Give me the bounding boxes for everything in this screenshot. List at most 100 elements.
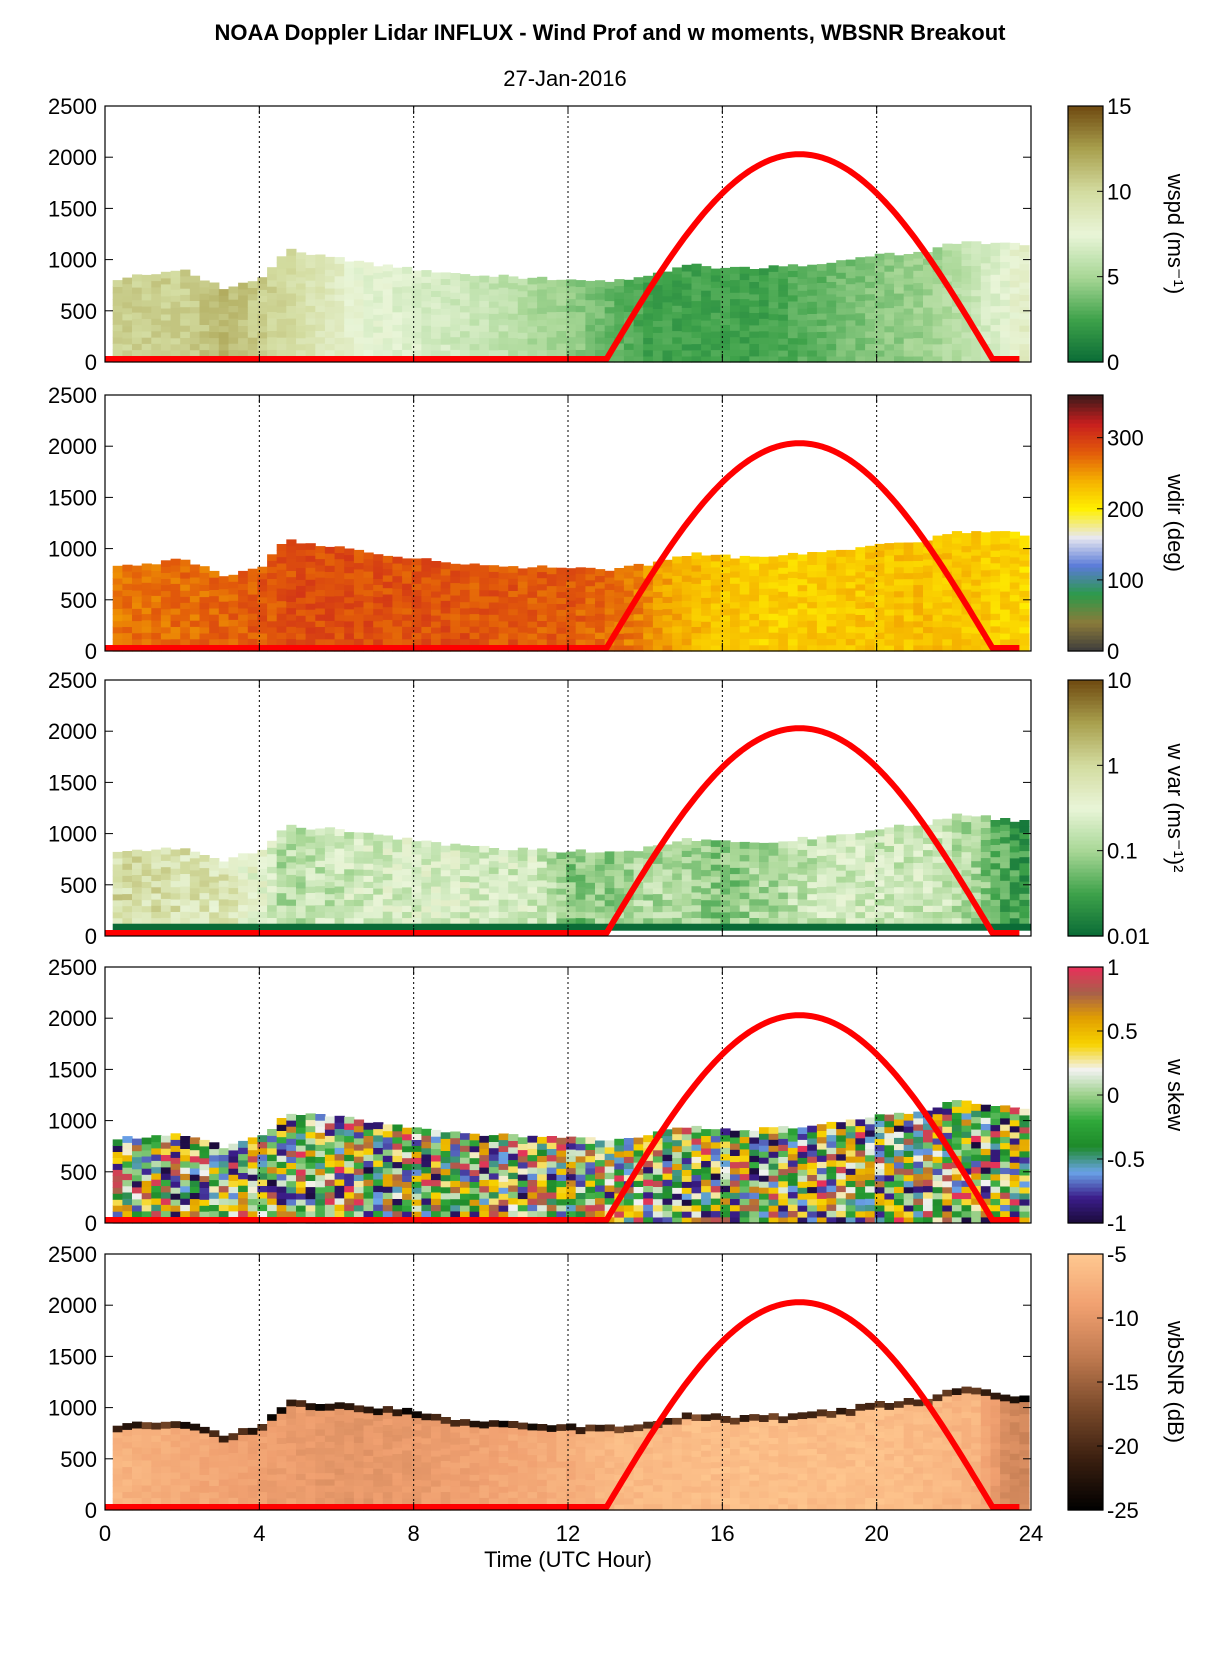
- heatmap-cell: [990, 531, 1001, 539]
- heatmap-cell: [344, 305, 355, 313]
- heatmap-cell: [421, 620, 432, 627]
- heatmap-cell: [296, 1115, 307, 1122]
- heatmap-cell: [797, 356, 808, 363]
- heatmap-cell: [546, 591, 557, 598]
- heatmap-cell: [836, 284, 847, 291]
- heatmap-cell: [112, 311, 123, 319]
- heatmap-cell: [874, 879, 885, 887]
- heatmap-cell: [276, 1161, 287, 1168]
- heatmap-cell: [768, 343, 779, 351]
- heatmap-cell: [787, 917, 799, 925]
- heatmap-cell: [180, 331, 191, 338]
- heatmap-cell: [855, 917, 866, 925]
- heatmap-cell: [556, 305, 567, 312]
- colorbar-tick-label: 10: [1107, 668, 1131, 693]
- heatmap-cell: [228, 286, 239, 294]
- heatmap-cell: [903, 350, 914, 357]
- heatmap-cell: [431, 278, 442, 286]
- heatmap-cell: [411, 583, 422, 590]
- heatmap-cell: [971, 866, 982, 874]
- heatmap-cell: [566, 311, 577, 319]
- heatmap-cell: [614, 881, 625, 889]
- heatmap-cell: [585, 894, 596, 901]
- heatmap-cell: [353, 911, 365, 919]
- heatmap-cell: [971, 289, 982, 297]
- heatmap-cell: [623, 330, 635, 338]
- heatmap-cell: [826, 607, 837, 614]
- heatmap-cell: [1000, 830, 1011, 838]
- heatmap-cell: [344, 881, 355, 888]
- heatmap-cell: [460, 286, 471, 294]
- heatmap-cell: [961, 815, 972, 823]
- heatmap-cell: [170, 595, 181, 603]
- heatmap-cell: [373, 326, 384, 333]
- heatmap-cell: [402, 837, 413, 845]
- heatmap-cell: [720, 632, 731, 640]
- heatmap-cell: [189, 275, 201, 283]
- heatmap-cell: [382, 349, 393, 357]
- colorbar-step: [1068, 350, 1103, 355]
- heatmap-cell: [334, 1172, 345, 1180]
- heatmap-cell: [440, 314, 451, 321]
- heatmap-cell: [189, 1204, 201, 1212]
- heatmap-cell: [903, 590, 914, 598]
- heatmap-cell: [787, 355, 799, 363]
- heatmap-cell: [604, 570, 615, 578]
- heatmap-cell: [151, 899, 162, 906]
- heatmap-cell: [951, 355, 963, 363]
- heatmap-cell: [180, 602, 191, 609]
- heatmap-cell: [903, 911, 914, 919]
- heatmap-cell: [305, 1204, 316, 1212]
- heatmap-cell: [402, 613, 413, 621]
- heatmap-cell: [334, 269, 345, 277]
- heatmap-cell: [961, 265, 972, 272]
- colorbar-step: [1068, 515, 1103, 520]
- heatmap-cell: [537, 596, 548, 603]
- heatmap-cell: [836, 834, 847, 841]
- heatmap-cell: [730, 614, 741, 621]
- heatmap-cell: [421, 876, 432, 883]
- heatmap-cell: [710, 343, 721, 351]
- heatmap-cell: [681, 880, 692, 888]
- heatmap-cell: [884, 905, 895, 913]
- heatmap-cell: [874, 632, 885, 639]
- heatmap-cell: [440, 619, 451, 627]
- heatmap-cell: [537, 577, 548, 585]
- heatmap-cell: [411, 295, 422, 302]
- heatmap-cell: [537, 879, 548, 887]
- heatmap-cell: [865, 281, 876, 289]
- heatmap-cell: [942, 318, 953, 326]
- heatmap-cell: [623, 899, 635, 907]
- heatmap-cell: [836, 332, 847, 339]
- heatmap-cell: [739, 848, 750, 856]
- heatmap-cell: [807, 857, 818, 865]
- heatmap-cell: [411, 331, 422, 339]
- heatmap-cell: [884, 857, 895, 865]
- heatmap-cell: [652, 296, 664, 304]
- heatmap-cell: [787, 552, 799, 560]
- heatmap-cell: [170, 1175, 181, 1182]
- heatmap-cell: [296, 325, 307, 333]
- heatmap-cell: [759, 287, 770, 294]
- heatmap-cell: [112, 565, 123, 573]
- heatmap-cell: [324, 899, 336, 907]
- heatmap-cell: [749, 306, 760, 313]
- heatmap-cell: [276, 905, 287, 912]
- heatmap-cell: [228, 625, 239, 633]
- heatmap-cell: [382, 898, 393, 906]
- heatmap-cell: [440, 326, 451, 333]
- heatmap-cell: [411, 847, 422, 855]
- heatmap-cells: [112, 531, 1030, 652]
- heatmap-cell: [334, 632, 345, 640]
- heatmap-cell: [431, 314, 442, 321]
- heatmap-cell: [1019, 844, 1030, 852]
- heatmap-cell: [990, 613, 1001, 621]
- heatmap-cell: [546, 917, 557, 925]
- heatmap-cell: [488, 577, 500, 585]
- heatmap-cell: [122, 626, 133, 634]
- heatmap-cell: [276, 830, 287, 838]
- heatmap-cell: [720, 608, 731, 616]
- heatmap-cell: [460, 324, 471, 332]
- heatmap-cell: [324, 571, 336, 579]
- heatmap-cell: [537, 632, 548, 640]
